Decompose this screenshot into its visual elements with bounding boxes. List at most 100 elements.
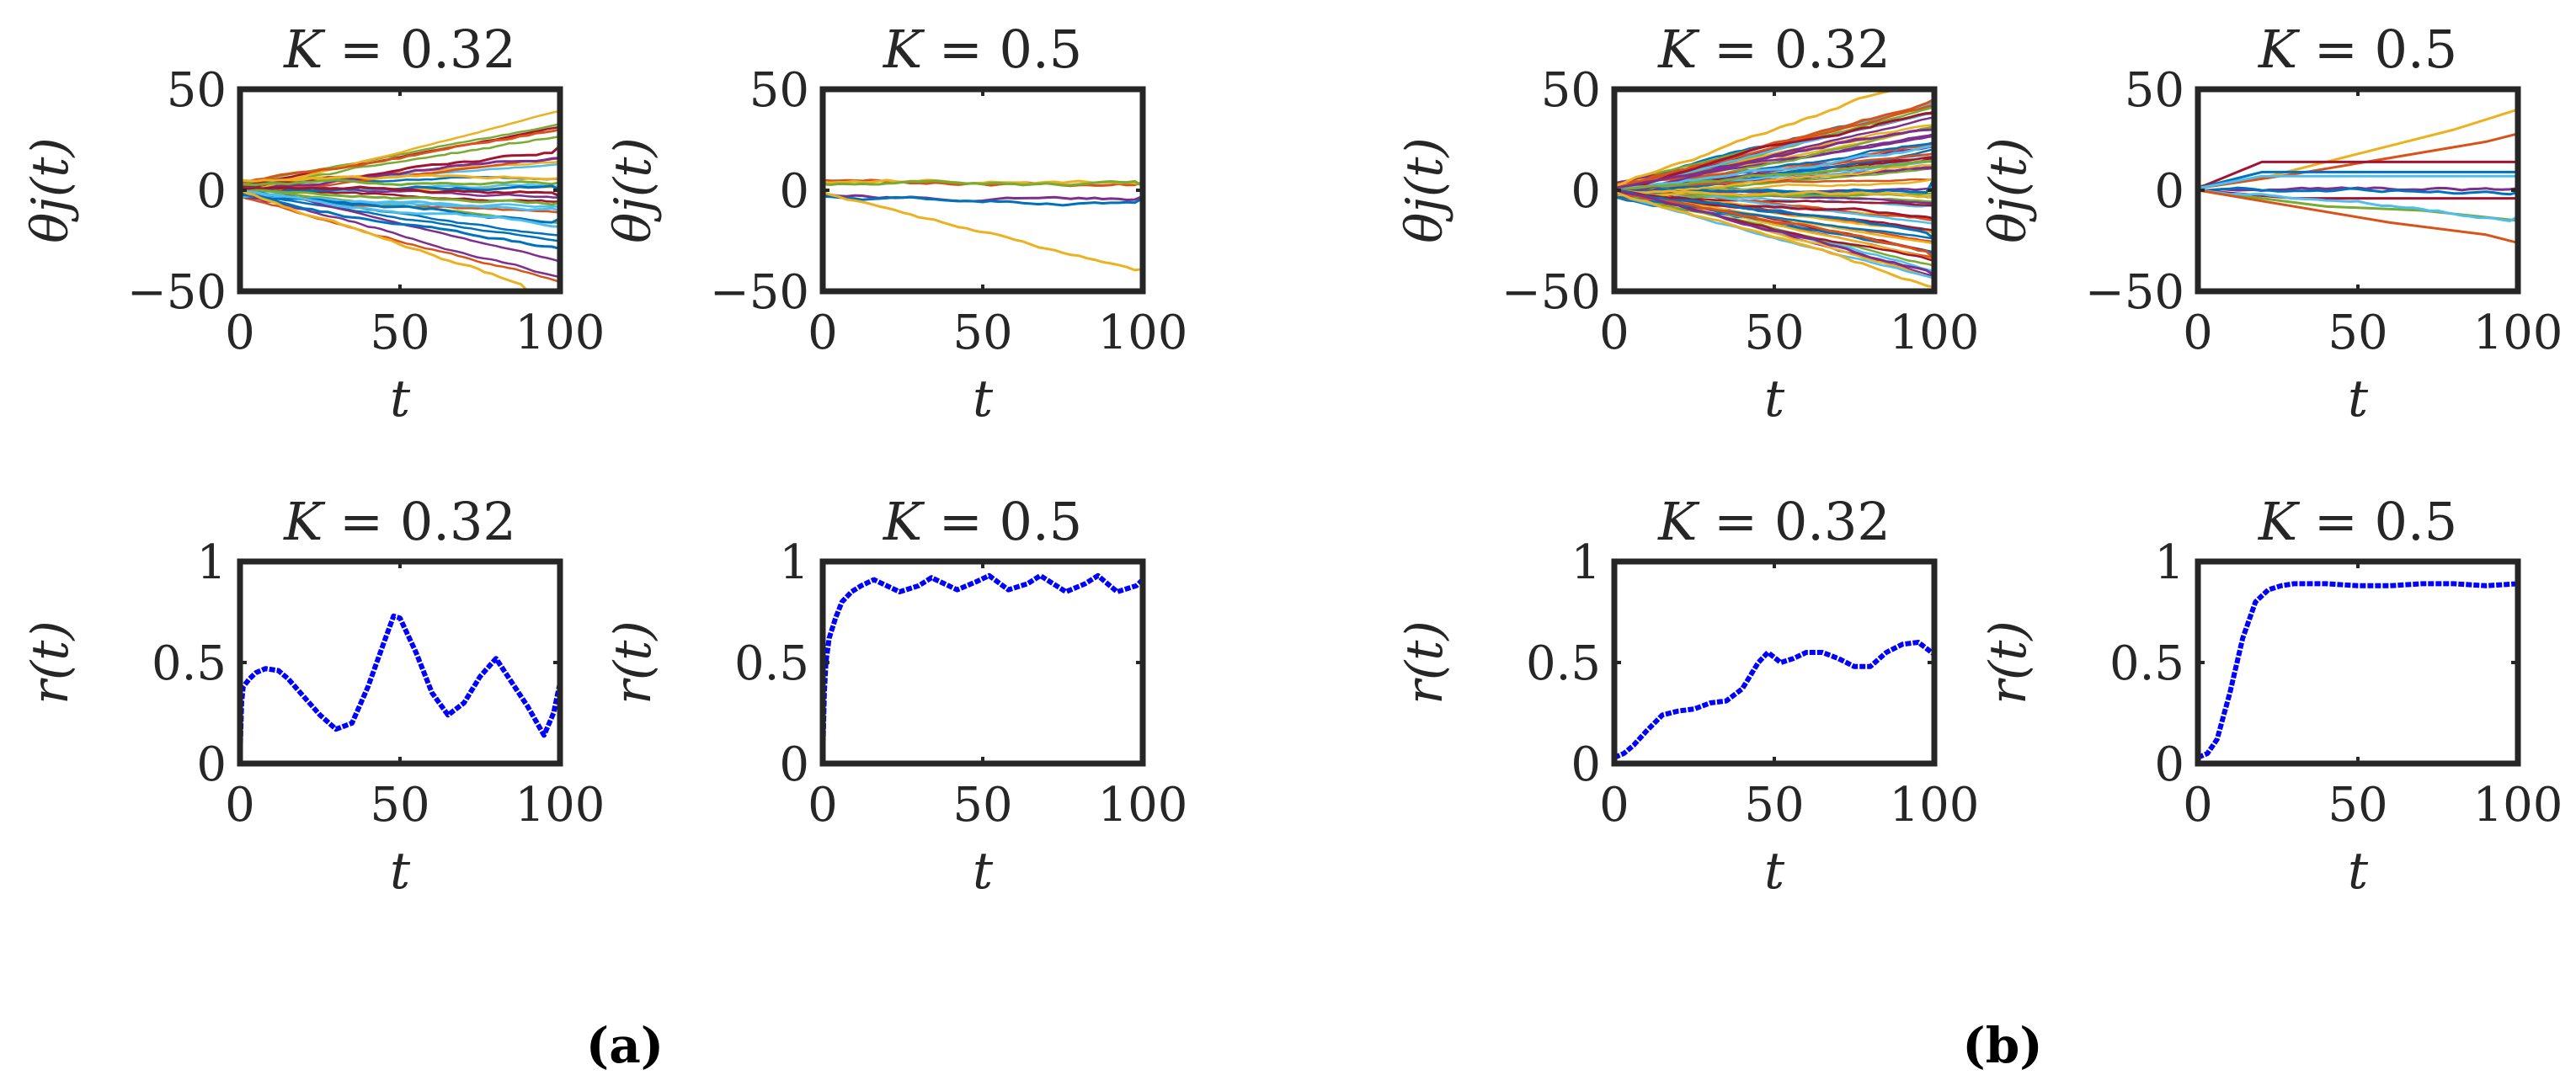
y-tick-label: 0 <box>2154 164 2184 219</box>
axes-frame <box>819 558 1146 767</box>
phase-line <box>1614 98 1934 190</box>
phase-line <box>240 189 560 228</box>
x-axis-label: t <box>973 370 994 428</box>
y-tick-label: 1 <box>1571 535 1601 590</box>
order-parameter-line <box>2198 581 2518 760</box>
x-tick-label: 100 <box>515 306 605 360</box>
phase-line <box>1614 144 1934 192</box>
chart-title: K = 0.32 <box>1657 19 1891 80</box>
phase-line <box>240 189 530 291</box>
chart-b-r-K032: 0 50 100 0 0.5 1 K = 0.32 t r(t) <box>1395 491 1979 901</box>
x-tick-label: 100 <box>1890 778 1980 833</box>
x-tick-label: 50 <box>370 778 429 833</box>
plot-area <box>2198 581 2518 760</box>
x-axis-label: t <box>390 842 411 901</box>
x-tick-label: 100 <box>2473 306 2563 360</box>
phase-line <box>2198 189 2518 222</box>
order-parameter-line <box>823 572 1143 760</box>
y-tick-label: 50 <box>1541 63 1601 118</box>
y-axis-label: r(t) <box>1395 620 1454 705</box>
x-tick-label: 50 <box>370 306 429 360</box>
chart-title: K = 0.32 <box>1657 491 1891 552</box>
y-tick-label: 1 <box>2154 535 2184 590</box>
x-tick-label: 50 <box>952 306 1012 360</box>
phase-line <box>240 128 560 184</box>
y-axis-label: r(t) <box>604 620 663 705</box>
y-tick-label: 0.5 <box>2109 636 2184 691</box>
x-tick-label: 50 <box>1744 778 1804 833</box>
phase-line <box>1614 189 1934 221</box>
axes-frame <box>2195 558 2521 767</box>
x-tick-label: 100 <box>2473 778 2563 833</box>
x-axis-label: t <box>2348 370 2369 428</box>
trajectory-line <box>1614 178 1934 197</box>
trajectory-line <box>240 194 560 284</box>
phase-line <box>1614 190 1934 289</box>
plot-area <box>823 572 1143 760</box>
x-tick-label: 100 <box>1098 778 1188 833</box>
order-parameter-line <box>240 613 560 760</box>
plot-area <box>1614 640 1934 760</box>
plot-area <box>823 178 1143 272</box>
phase-line <box>240 178 560 187</box>
phase-line <box>2198 174 2518 190</box>
chart-title: K = 0.5 <box>2258 19 2457 80</box>
phase-line <box>1614 89 1903 188</box>
phase-line <box>823 194 1143 207</box>
x-tick-label: 0 <box>2183 778 2213 833</box>
chart-a-r-K032: 0 50 100 0 0.5 1 K = 0.32 t r(t) <box>21 491 605 901</box>
phase-line <box>240 185 560 198</box>
y-tick-label: −50 <box>710 265 809 320</box>
x-tick-label: 0 <box>808 306 838 360</box>
phase-line <box>2198 108 2518 188</box>
plot-area <box>2198 108 2518 244</box>
chart-title: K = 0.32 <box>283 491 516 552</box>
x-tick-label: 50 <box>1744 306 1804 360</box>
x-tick-label: 0 <box>808 778 838 833</box>
phase-line <box>1614 190 1934 260</box>
phase-line <box>2198 160 2518 189</box>
phase-line <box>2198 132 2518 190</box>
x-axis-label: t <box>973 842 994 901</box>
y-axis-label: θj(t) <box>604 137 663 243</box>
phase-line <box>823 179 1143 188</box>
trajectory-line <box>240 109 560 194</box>
x-axis-label: t <box>1764 370 1785 428</box>
phase-line <box>1614 160 1934 192</box>
panel-label-a: (a) <box>586 1017 664 1074</box>
y-tick-label: −50 <box>1501 265 1601 320</box>
y-tick-label: 0 <box>1571 164 1601 219</box>
y-tick-label: 0 <box>2154 737 2184 792</box>
x-tick-label: 50 <box>952 778 1012 833</box>
chart-a-r-K05: 0 50 100 0 0.5 1 K = 0.5 t r(t) <box>604 491 1187 901</box>
phase-line <box>1614 128 1934 190</box>
x-axis-label: t <box>1764 842 1785 901</box>
trajectory-line <box>240 125 560 188</box>
plot-area <box>240 109 560 291</box>
y-tick-label: 0 <box>779 737 809 792</box>
chart-title: K = 0.5 <box>883 19 1082 80</box>
y-tick-label: 0 <box>196 164 227 219</box>
x-tick-label: 0 <box>225 778 255 833</box>
x-axis-label: t <box>2348 842 2369 901</box>
phase-line <box>1614 189 1934 240</box>
x-tick-label: 100 <box>515 778 605 833</box>
plot-area <box>1614 89 1934 289</box>
axes-frame <box>1611 558 1938 767</box>
y-tick-label: 0 <box>779 164 809 219</box>
phase-line <box>1614 189 1934 200</box>
y-tick-label: −50 <box>2085 265 2184 320</box>
phase-line <box>240 157 560 190</box>
phase-line <box>240 173 560 183</box>
phase-line <box>2198 189 2518 244</box>
order-parameter-line <box>1614 640 1934 760</box>
x-tick-label: 0 <box>225 306 255 360</box>
plot-area <box>240 613 560 760</box>
x-tick-label: 0 <box>1599 306 1629 360</box>
x-tick-label: 50 <box>2328 306 2387 360</box>
chart-title: K = 0.5 <box>2258 491 2457 552</box>
